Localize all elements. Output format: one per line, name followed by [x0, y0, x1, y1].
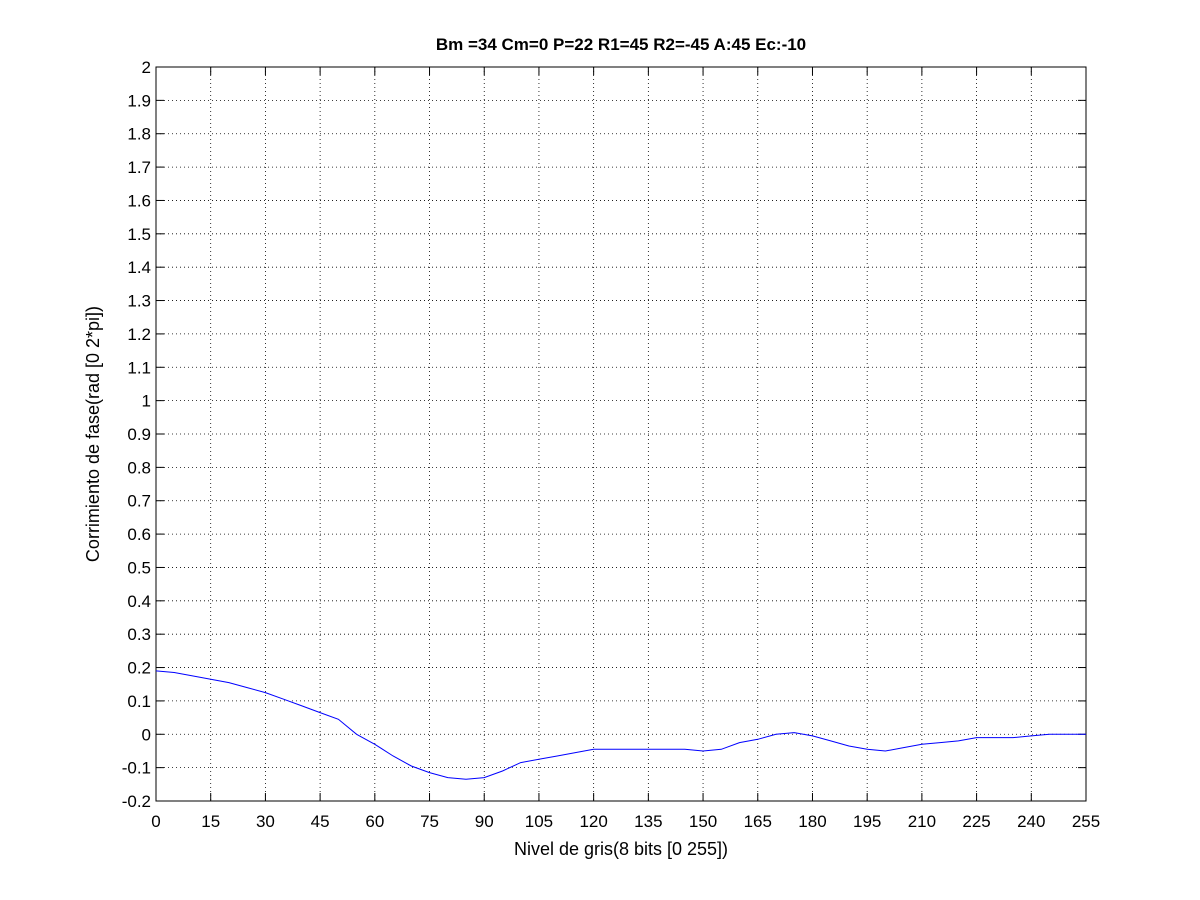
x-tick-label: 120: [579, 812, 607, 831]
y-tick-label: 1.1: [127, 358, 151, 377]
y-tick-label: 0.7: [127, 492, 151, 511]
ticks: [155, 66, 1087, 802]
y-tick-label: 1.7: [127, 158, 151, 177]
series-line: [155, 670, 1086, 780]
x-tick-label: 225: [962, 812, 990, 831]
x-tick-label: 195: [853, 812, 881, 831]
x-tick-labels: 0 15 30 45 60 75 90 105 120 135 150 165 180 195 210 225…: [151, 812, 1100, 831]
x-axis-label: Nivel de gris(8 bits [0 255]): [514, 839, 728, 859]
y-tick-label: 0: [142, 725, 151, 744]
y-tick-label: 1.5: [127, 225, 151, 244]
x-tick-label: 150: [689, 812, 717, 831]
x-tick-label: 210: [908, 812, 936, 831]
y-tick-label: 0.6: [127, 525, 151, 544]
y-tick-label: 1: [142, 392, 151, 411]
y-tick-labels: -0.2 -0.1 0 0.1 0.2 0.3 0.4 0.5 0.6 0.7 0.8 0.9 1 1.1…: [122, 58, 151, 811]
chart-title: Bm =34 Cm=0 P=22 R1=45 R2=-45 A:45 Ec:-1…: [436, 35, 806, 54]
x-tick-label: 90: [475, 812, 494, 831]
series-group: [155, 670, 1086, 780]
y-tick-label: 1.2: [127, 325, 151, 344]
y-tick-label: 1.4: [127, 258, 151, 277]
x-tick-label: 45: [311, 812, 330, 831]
y-tick-label: 0.5: [127, 558, 151, 577]
y-tick-label: 0.3: [127, 625, 151, 644]
y-tick-label: 0.2: [127, 659, 151, 678]
x-tick-label: 165: [744, 812, 772, 831]
y-tick-label: 1.3: [127, 292, 151, 311]
y-tick-label: 1.8: [127, 125, 151, 144]
y-tick-label: 2: [142, 58, 151, 77]
y-tick-label: -0.1: [122, 759, 151, 778]
x-tick-label: 75: [420, 812, 439, 831]
y-tick-label: 1.9: [127, 91, 151, 110]
y-tick-label: 0.4: [127, 592, 151, 611]
x-tick-label: 0: [151, 812, 160, 831]
x-tick-label: 180: [798, 812, 826, 831]
x-tick-label: 135: [634, 812, 662, 831]
x-tick-label: 30: [256, 812, 275, 831]
x-tick-label: 60: [365, 812, 384, 831]
y-axis-label: Corrimiento de fase(rad [0 2*pi]): [83, 306, 103, 562]
x-tick-label: 255: [1072, 812, 1100, 831]
y-tick-label: 0.1: [127, 692, 151, 711]
y-tick-label: 0.9: [127, 425, 151, 444]
y-tick-label: -0.2: [122, 792, 151, 811]
grid: [156, 67, 1086, 801]
x-tick-label: 240: [1017, 812, 1045, 831]
x-tick-label: 105: [525, 812, 553, 831]
y-tick-label: 0.8: [127, 458, 151, 477]
x-tick-label: 15: [201, 812, 220, 831]
y-tick-label: 1.6: [127, 191, 151, 210]
